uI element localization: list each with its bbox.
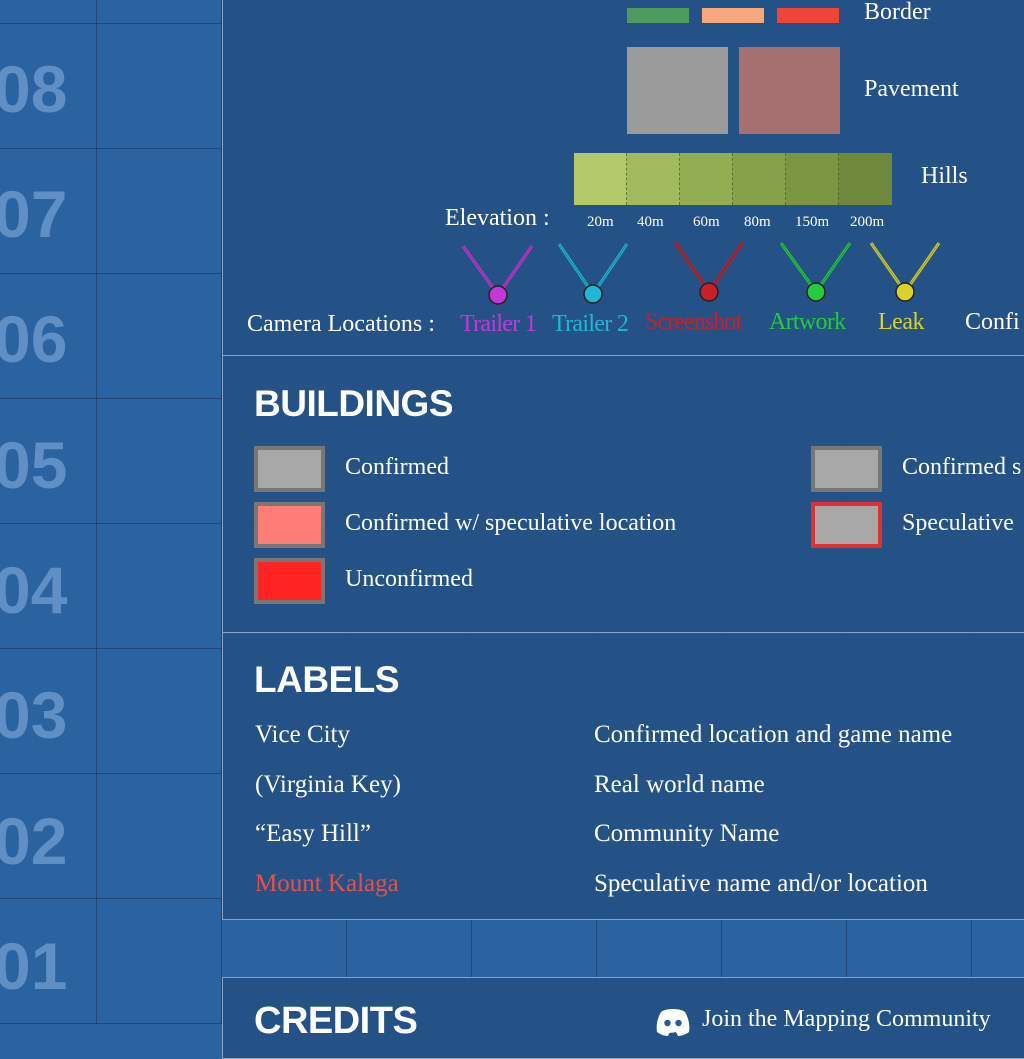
building-label-confirmed-speculative-location: Confirmed w/ speculative location: [345, 510, 677, 536]
hill-segment-6: [839, 153, 892, 205]
camera-leak-label: Leak: [878, 309, 924, 335]
labels-panel: LABELS Vice City Confirmed location and …: [222, 632, 1024, 920]
border-swatch-3: [777, 8, 839, 23]
elevation-tick: 150m: [795, 214, 830, 230]
pavement-swatch-2: [739, 47, 840, 134]
row-number: 05: [0, 428, 68, 502]
camera-icon-artwork: [779, 242, 852, 302]
border-swatch-1: [627, 8, 689, 23]
hill-segment-5: [786, 153, 839, 205]
label-meaning: Community Name: [594, 820, 780, 847]
row-number: 07: [0, 177, 68, 251]
label-example: Mount Kalaga: [255, 870, 399, 897]
building-label-confirmed: Confirmed: [345, 454, 449, 480]
building-swatch-confirmed-speculative-location: [254, 502, 325, 548]
elevation-tick: 60m: [693, 214, 720, 230]
hill-segment-4: [733, 153, 786, 205]
building-swatch-speculative: [811, 502, 882, 548]
border-label: Border: [864, 0, 931, 25]
camera-locations-label: Camera Locations :: [247, 311, 435, 337]
label-example: “Easy Hill”: [255, 820, 371, 847]
building-swatch-confirmed-s: [811, 446, 882, 492]
elevation-tick: 20m: [587, 214, 614, 230]
label-example: Vice City: [255, 721, 351, 748]
camera-trailer-2-label: Trailer 2: [552, 311, 629, 337]
buildings-panel: BUILDINGS Confirmed Confirmed w/ specula…: [222, 355, 1024, 634]
border-swatch-2: [702, 8, 764, 23]
camera-screenshot-label: Screenshot: [645, 309, 742, 335]
credits-panel: CREDITS Join the Mapping Community: [222, 977, 1024, 1059]
elevation-label: Elevation :: [445, 205, 550, 231]
building-swatch-unconfirmed: [254, 558, 325, 604]
discord-icon[interactable]: [655, 1006, 691, 1036]
camera-icon-leak: [869, 242, 941, 302]
camera-markers: [461, 241, 941, 305]
row-number: 08: [0, 52, 68, 126]
elevation-tick: 200m: [850, 214, 885, 230]
hill-segment-2: [627, 153, 680, 205]
join-community-link[interactable]: Join the Mapping Community: [702, 1006, 991, 1032]
hills-scale: [574, 153, 892, 205]
building-swatch-confirmed: [254, 446, 325, 492]
elevation-tick: 40m: [637, 214, 664, 230]
camera-artwork-label: Artwork: [769, 309, 846, 335]
camera-icon-screenshot: [673, 241, 745, 302]
pavement-swatch-1: [627, 47, 728, 134]
label-meaning: Speculative name and/or location: [594, 870, 928, 897]
label-example: (Virginia Key): [255, 771, 401, 798]
building-label-speculative: Speculative: [902, 510, 1014, 536]
camera-trailer-1-label: Trailer 1: [460, 311, 537, 337]
legend-panel: Border Pavement Hills Elevation : 20m 40…: [222, 0, 1024, 356]
buildings-heading: BUILDINGS: [254, 383, 454, 424]
row-number: 01: [0, 929, 68, 1003]
camera-icon-trailer-2: [557, 243, 629, 304]
row-number: 06: [0, 302, 68, 376]
row-number: 03: [0, 678, 68, 752]
label-meaning: Confirmed location and game name: [594, 721, 953, 748]
labels-heading: LABELS: [254, 659, 400, 700]
hills-label: Hills: [921, 163, 968, 189]
hill-segment-1: [574, 153, 627, 205]
building-label-unconfirmed: Unconfirmed: [345, 566, 473, 592]
label-meaning: Real world name: [594, 771, 765, 798]
pavement-label: Pavement: [864, 76, 959, 102]
credits-heading: CREDITS: [254, 1000, 418, 1042]
row-number: 04: [0, 553, 68, 627]
hill-segment-3: [680, 153, 733, 205]
row-number: 02: [0, 804, 68, 878]
camera-icon-trailer-1: [461, 245, 534, 305]
elevation-tick: 80m: [744, 214, 771, 230]
camera-confirmed-label: Confi: [965, 309, 1020, 335]
building-label-confirmed-s: Confirmed s: [902, 454, 1022, 480]
